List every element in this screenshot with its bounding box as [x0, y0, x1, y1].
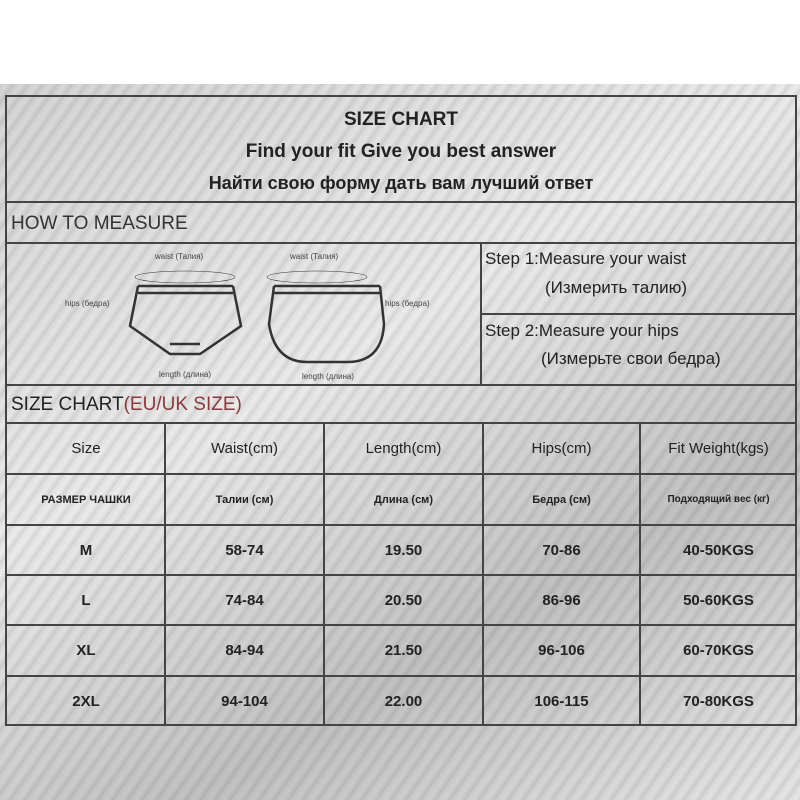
title: SIZE CHART — [344, 109, 458, 130]
hips-label: hips (бедра) — [385, 299, 430, 308]
table-row-cell: 58-74 — [225, 541, 264, 559]
step1-text: Step 1:Measure your waist — [485, 249, 687, 268]
step1-ru: (Измерить талию) — [545, 278, 688, 297]
table-row-cell: 70-86 — [542, 541, 581, 559]
header-row-cell: Fit Weight(kgs) — [668, 440, 769, 457]
table-row-cell: M — [79, 541, 93, 559]
table-row-cell: 60-70KGS — [683, 642, 754, 659]
fabric-background — [0, 84, 800, 800]
table-row-cell: L — [81, 591, 91, 609]
row-divider — [7, 524, 795, 526]
heading-text: SIZE CHART — [11, 394, 124, 415]
divider — [7, 384, 795, 386]
table-row-cell: 50-60KGS — [683, 591, 754, 609]
table-row-cell: 74-84 — [225, 591, 264, 609]
length-label: length (длина) — [159, 370, 212, 379]
divider — [7, 242, 795, 244]
row-divider — [7, 473, 795, 475]
table-row-cell: 22.00 — [384, 693, 423, 710]
table-row-cell: 70-80KGS — [683, 693, 754, 710]
row-divider — [7, 675, 795, 677]
waist-label: waist (Талия) — [290, 252, 339, 261]
header-row-cell: Length(cm) — [365, 440, 442, 457]
column-divider — [323, 422, 325, 726]
measure-diagram: waist (Талия) waist (Талия) hips (бедра)… — [7, 244, 480, 384]
table-row-cell: 40-50KGS — [683, 541, 754, 559]
how-to-measure-heading: HOW TO MEASURE — [11, 213, 188, 234]
briefs-illustration — [128, 270, 386, 364]
header-ru-row-cell: Подходящий вес (кг) — [667, 494, 770, 505]
table-row-cell: 19.50 — [384, 541, 423, 559]
size-chart-heading: SIZE CHART(EU/UK SIZE) — [11, 394, 242, 416]
divider — [7, 201, 795, 203]
table-row-cell: 20.50 — [384, 591, 423, 609]
header-row-cell: Size — [71, 440, 101, 457]
length-label: length (длина) — [302, 372, 355, 381]
step2-ru: (Измерьте свои бедра) — [541, 349, 721, 368]
hips-label: hips (бедра) — [65, 299, 110, 308]
table-row-cell: 86-96 — [542, 591, 581, 609]
header-ru-row-cell: РАЗМЕР ЧАШКИ — [41, 493, 131, 506]
column-divider — [639, 422, 641, 726]
table-row-cell: 94-104 — [221, 693, 268, 710]
header-ru-row-cell: Длина (см) — [374, 493, 433, 506]
waist-label: waist (Талия) — [155, 252, 204, 261]
table-row-cell: XL — [76, 642, 96, 659]
header-ru-row-cell: Талии (см) — [215, 493, 274, 506]
heading-accent: (EU/UK SIZE) — [123, 394, 242, 415]
divider — [7, 422, 795, 424]
subtitle-en: Find your fit Give you best answer — [245, 141, 557, 162]
table-row-cell: 96-106 — [538, 642, 585, 659]
row-divider — [7, 624, 795, 626]
divider — [480, 313, 797, 315]
table-row-cell: 84-94 — [225, 642, 264, 659]
subtitle-ru: Найти свою форму дать вам лучший ответ — [208, 173, 594, 193]
size-chart-frame: SIZE CHART Find your fit Give you best a… — [5, 95, 797, 726]
header-row-cell: Waist(cm) — [211, 440, 278, 457]
header-ru-row-cell: Бедра (см) — [532, 493, 591, 506]
step2-text: Step 2:Measure your hips — [485, 321, 679, 340]
table-row-cell: 2XL — [72, 693, 100, 710]
header-row-cell: Hips(cm) — [531, 440, 592, 457]
column-divider — [164, 422, 166, 726]
row-divider — [7, 574, 795, 576]
table-row-cell: 21.50 — [384, 642, 423, 659]
column-divider — [482, 422, 484, 726]
table-row-cell: 106-115 — [534, 693, 589, 710]
